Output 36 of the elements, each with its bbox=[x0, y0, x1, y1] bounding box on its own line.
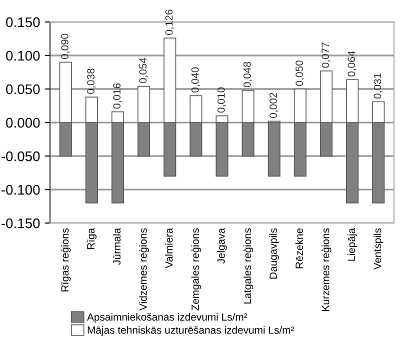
y-tick-label: 0.100 bbox=[6, 50, 40, 61]
x-tick-label: Latgales reģions bbox=[242, 228, 254, 304]
x-tick-label: Vidzemes reģions bbox=[138, 228, 149, 311]
y-tick-label: 0.050 bbox=[6, 84, 40, 94]
bar bbox=[268, 122, 280, 177]
x-tick-label: Liepāja bbox=[347, 228, 358, 261]
data-label: 0,054 bbox=[139, 58, 148, 84]
x-tick-label: Jelgava bbox=[217, 228, 227, 264]
x-tick-label: Valmiera bbox=[165, 228, 173, 268]
data-label: 0,064 bbox=[348, 51, 356, 76]
data-label: 0,077 bbox=[322, 42, 330, 68]
data-label: 0,002 bbox=[270, 92, 278, 118]
legend-label: Apsaimniekošanas izdevumi Ls/m² bbox=[87, 312, 248, 323]
data-label: 0,090 bbox=[61, 34, 70, 60]
data-label: 0,031 bbox=[374, 73, 382, 99]
y-tick-label: -0.050 bbox=[2, 151, 40, 162]
data-label: 0,040 bbox=[191, 67, 200, 93]
x-tick-label: Jūrmala bbox=[112, 228, 121, 265]
x-tick-label: Rīgas reģions bbox=[60, 228, 71, 292]
data-label: 0,038 bbox=[87, 68, 96, 94]
y-tick-label: 0.000 bbox=[6, 118, 40, 128]
x-tick-label: Zemgales reģions bbox=[190, 228, 202, 310]
data-label: 0,010 bbox=[217, 87, 226, 113]
x-tick-label: Daugavpils bbox=[269, 228, 279, 279]
data-label: 0,016 bbox=[113, 83, 122, 109]
y-tick-label: 0.150 bbox=[6, 17, 40, 28]
data-label: 0,048 bbox=[243, 62, 252, 88]
y-tick-label: -0.150 bbox=[2, 218, 40, 228]
legend-label: Mājas tehniskās uzturēšanas izdevumi Ls/m² bbox=[88, 326, 294, 336]
data-label: 0,050 bbox=[296, 60, 304, 86]
x-tick-label: Ventspils bbox=[374, 228, 384, 270]
x-tick-label: Rēzekne bbox=[295, 228, 303, 268]
x-tick-label: Kurzemes reģions bbox=[321, 228, 332, 312]
data-label: 0,126 bbox=[165, 10, 174, 35]
x-tick-label: Rīga bbox=[87, 228, 97, 250]
y-tick-label: -0.100 bbox=[2, 184, 40, 195]
